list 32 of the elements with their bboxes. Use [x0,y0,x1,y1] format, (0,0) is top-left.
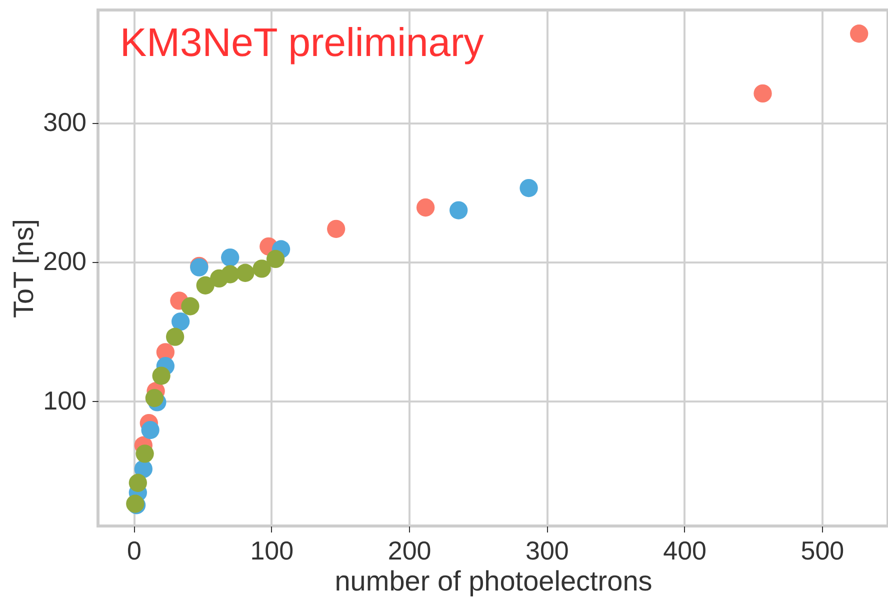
point [221,265,240,284]
point [166,328,184,346]
y-tick-label: 200 [43,246,86,276]
point [128,474,147,492]
y-tick-label: 300 [43,107,86,138]
y-axis-title: ToT [ns] [8,218,40,318]
x-tick-label: 100 [250,536,294,566]
point [141,420,160,440]
x-axis-title: number of photoelectrons [334,566,652,596]
x-tick-label: 200 [388,536,432,566]
point [266,250,285,268]
annotation: KM3NeT preliminary [120,21,484,65]
point [136,444,154,463]
x-tick-label: 400 [663,536,706,566]
point [754,84,772,103]
y-tick-label: 100 [43,385,86,416]
point [327,220,346,238]
point [850,24,868,43]
point [221,248,240,267]
point [450,201,468,220]
point [152,366,170,385]
point [236,264,254,282]
point [171,312,190,331]
point [196,276,214,294]
x-tick-label: 0 [127,536,142,566]
point [520,178,538,198]
x-tick-label: 500 [800,536,844,566]
point [252,260,271,278]
point [416,198,435,217]
point [145,388,164,408]
x-tick-label: 300 [525,536,569,566]
point [181,297,200,316]
